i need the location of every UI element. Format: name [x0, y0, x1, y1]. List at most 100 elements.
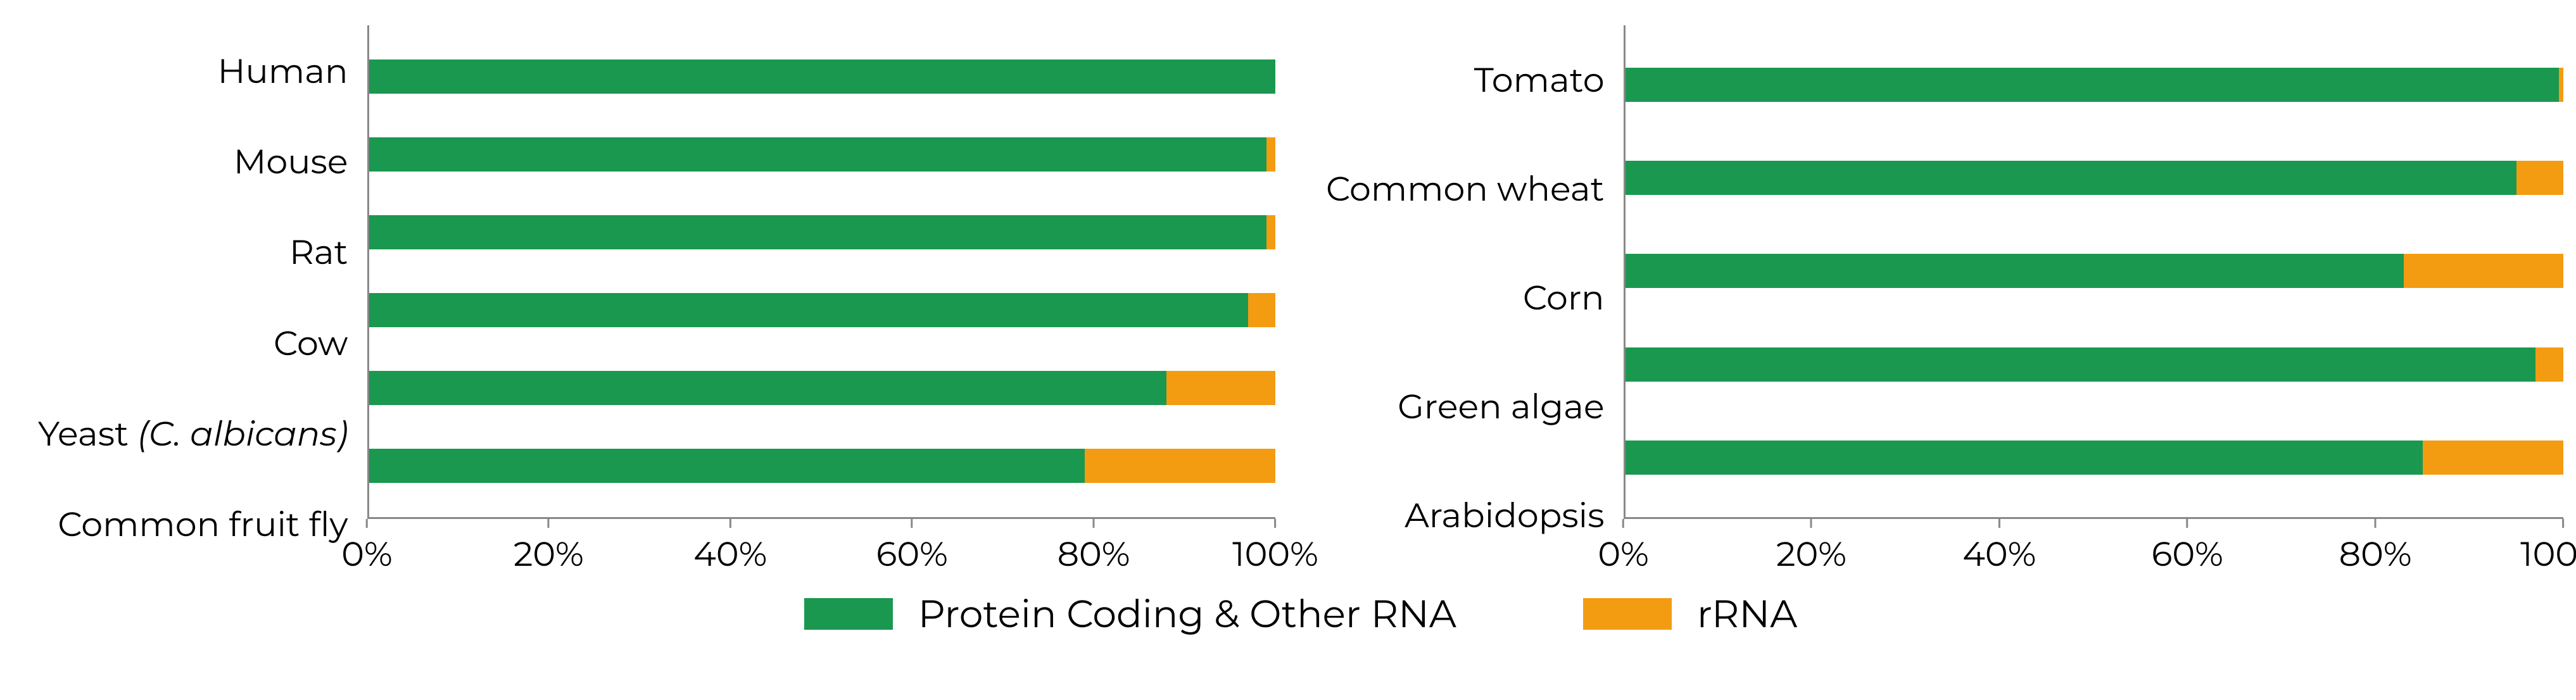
- bar-segment-rrna: [1248, 293, 1275, 327]
- chart-container: Human Mouse Rat Cow Yeast (C. albicans) Commo…: [13, 13, 2576, 687]
- x-tick: 100%: [2520, 519, 2576, 575]
- legend-swatch-protein: [804, 598, 893, 630]
- tick-label: 100%: [1232, 533, 1318, 575]
- bar-segment-rrna: [1085, 449, 1275, 483]
- bar-segment-protein: [369, 371, 1167, 405]
- tick-label: 60%: [876, 533, 948, 575]
- category-label: Common fruit fly: [38, 507, 348, 541]
- x-tick: 60%: [876, 519, 948, 575]
- bar-segment-protein: [1626, 68, 2559, 102]
- tick-mark: [2187, 519, 2188, 528]
- x-tick: 60%: [2152, 519, 2223, 575]
- tick-label: 80%: [2339, 533, 2412, 575]
- left-chart: Human Mouse Rat Cow Yeast (C. albicans) Commo…: [38, 25, 1275, 570]
- x-tick: 20%: [514, 519, 584, 575]
- tick-mark: [2562, 519, 2564, 528]
- bar-track: [369, 371, 1275, 405]
- left-x-ticks: 0%20%40%60%80%100%: [367, 519, 1275, 570]
- tick-label: 100%: [2520, 533, 2576, 575]
- bar-segment-protein: [369, 215, 1266, 249]
- tick-label: 40%: [1962, 533, 2036, 575]
- left-plot-area: [367, 25, 1275, 519]
- tick-label: 20%: [1776, 533, 1847, 575]
- bar-segment-protein: [1626, 254, 2404, 288]
- category-label: Human: [38, 54, 348, 88]
- tick-mark: [1810, 519, 1812, 528]
- category-label: Cow: [38, 326, 348, 360]
- x-tick: 100%: [1232, 519, 1318, 575]
- x-tick: 80%: [1058, 519, 1130, 575]
- legend: Protein Coding & Other RNA rRNA: [13, 570, 2576, 646]
- x-tick: 80%: [2339, 519, 2412, 575]
- legend-label-protein: Protein Coding & Other RNA: [918, 591, 1456, 637]
- legend-label-rrna: rRNA: [1697, 591, 1797, 637]
- bar-segment-protein: [1626, 347, 2535, 382]
- tick-label: 20%: [514, 533, 584, 575]
- bar-track: [1626, 254, 2563, 288]
- tick-label: 40%: [693, 533, 767, 575]
- category-label: Tomato: [1326, 63, 1605, 97]
- bar-segment-rrna: [2404, 254, 2563, 288]
- charts-row: Human Mouse Rat Cow Yeast (C. albicans) Commo…: [13, 13, 2576, 570]
- tick-label: 0%: [1598, 533, 1649, 575]
- tick-mark: [911, 519, 913, 528]
- right-plot-area: [1624, 25, 2563, 519]
- right-labels-column: Tomato Common wheat Corn Green algae Arabido…: [1326, 25, 1624, 570]
- x-tick: 20%: [1776, 519, 1847, 575]
- bar-segment-rrna: [2423, 441, 2563, 475]
- left-labels-column: Human Mouse Rat Cow Yeast (C. albicans) Commo…: [38, 25, 367, 570]
- tick-label: 0%: [341, 533, 393, 575]
- tick-mark: [729, 519, 731, 528]
- bar-track: [369, 59, 1275, 94]
- bar-track: [369, 449, 1275, 483]
- bar-segment-rrna: [2516, 161, 2563, 195]
- legend-swatch-rrna: [1583, 598, 1672, 630]
- bar-segment-rrna: [1166, 371, 1275, 405]
- bar-segment-rrna: [2535, 347, 2563, 382]
- tick-mark: [1274, 519, 1276, 528]
- category-label: Rat: [38, 235, 348, 269]
- bar-segment-protein: [369, 449, 1085, 483]
- bar-segment-protein: [369, 293, 1249, 327]
- tick-label: 60%: [2152, 533, 2223, 575]
- tick-label: 80%: [1058, 533, 1130, 575]
- x-tick: 40%: [693, 519, 767, 575]
- x-tick: 0%: [341, 519, 393, 575]
- bar-track: [369, 293, 1275, 327]
- category-label: Yeast (C. albicans): [38, 416, 348, 451]
- bar-segment-protein: [1626, 161, 2516, 195]
- bar-track: [1626, 347, 2563, 382]
- bar-segment-rrna: [2559, 68, 2563, 102]
- left-bars-column: 0%20%40%60%80%100%: [367, 25, 1275, 570]
- bar-segment-rrna: [1266, 215, 1275, 249]
- x-tick: 40%: [1962, 519, 2036, 575]
- bar-track: [1626, 161, 2563, 195]
- right-x-ticks: 0%20%40%60%80%100%: [1624, 519, 2563, 570]
- bar-track: [1626, 441, 2563, 475]
- bar-segment-rrna: [1266, 137, 1275, 172]
- tick-mark: [548, 519, 550, 528]
- legend-item-protein: Protein Coding & Other RNA: [804, 591, 1456, 637]
- tick-mark: [1998, 519, 2000, 528]
- bar-segment-protein: [369, 137, 1266, 172]
- category-label: Mouse: [38, 144, 348, 178]
- legend-item-rrna: rRNA: [1583, 591, 1797, 637]
- left-chart-body: Human Mouse Rat Cow Yeast (C. albicans) Commo…: [38, 25, 1275, 570]
- bar-track: [369, 215, 1275, 249]
- bar-track: [1626, 68, 2563, 102]
- tick-mark: [366, 519, 368, 528]
- bar-track: [369, 137, 1275, 172]
- tick-mark: [1622, 519, 1624, 528]
- category-label: Arabidopsis: [1326, 498, 1605, 532]
- right-bars-column: 0%20%40%60%80%100%: [1624, 25, 2563, 570]
- category-label: Green algae: [1326, 389, 1605, 423]
- right-chart-body: Tomato Common wheat Corn Green algae Arabido…: [1326, 25, 2563, 570]
- bar-segment-protein: [369, 59, 1275, 94]
- category-label: Corn: [1326, 280, 1605, 315]
- tick-mark: [1093, 519, 1095, 528]
- tick-mark: [2375, 519, 2377, 528]
- category-label: Common wheat: [1326, 172, 1605, 206]
- bar-segment-protein: [1626, 441, 2423, 475]
- right-chart: Tomato Common wheat Corn Green algae Arabido…: [1326, 25, 2563, 570]
- x-tick: 0%: [1598, 519, 1649, 575]
